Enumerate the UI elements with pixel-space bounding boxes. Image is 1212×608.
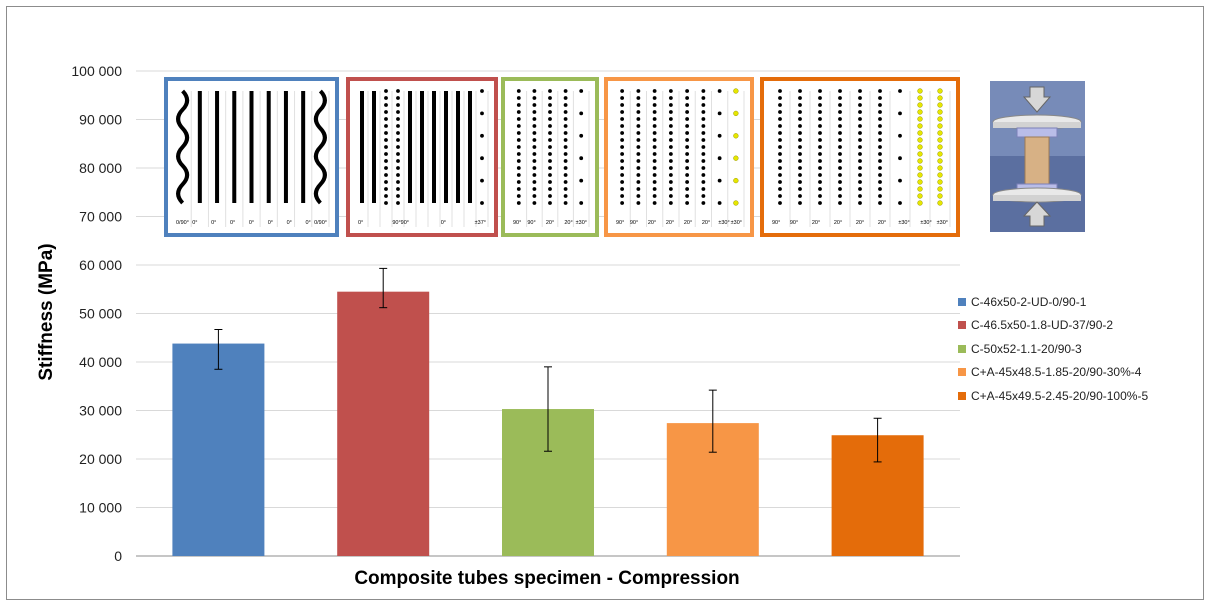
y-tick-label: 90 000 [79, 112, 122, 128]
ply-label: 20° [648, 220, 656, 226]
ply-label: 0° [211, 220, 216, 226]
ply-label: 90° [630, 220, 638, 226]
ply-label: ±30° [920, 220, 931, 226]
ply-label: 0° [249, 220, 254, 226]
y-tick-label: 0 [114, 548, 122, 564]
ply-label: 0° [287, 220, 292, 226]
layup-inset: 90° 90° 20° 20° 20° 20° ±30° ±30° ±30° [760, 77, 960, 237]
error-bars [214, 267, 882, 463]
legend-item: C-50x52-1.1-20/90-3 [958, 337, 1148, 361]
legend: C-46x50-2-UD-0/90-1 C-46.5x50-1.8-UD-37/9… [958, 290, 1148, 408]
y-tick-label: 60 000 [79, 257, 122, 273]
ply-label: 0/90° [176, 220, 189, 226]
ply-label: 20° [666, 220, 674, 226]
ply-label: 20° [702, 220, 710, 226]
y-tick-label: 100 000 [71, 63, 122, 79]
ply-label: ±30° [731, 220, 742, 226]
y-tick-label: 40 000 [79, 354, 122, 370]
bar [337, 291, 430, 556]
ply-label: 90° [790, 220, 798, 226]
ply-label: 0° [268, 220, 273, 226]
ply-label: 0° [305, 220, 310, 226]
legend-swatch [958, 368, 966, 377]
layup-inset: 0° 90°90° 0° ±37° [346, 77, 498, 237]
chart-frame [6, 6, 1204, 600]
legend-label: C-46x50-2-UD-0/90-1 [971, 294, 1087, 309]
layup-inset: 0/90° 0° 0° 0° 0° 0° 0° 0° 0/90° [164, 77, 339, 237]
layup-insets: 0/90° 0° 0° 0° 0° 0° 0° 0° 0/90° 0° 90°90° 0° ±37° 90… [164, 77, 960, 237]
ply-label: ±37° [475, 220, 486, 226]
legend-swatch [958, 344, 966, 353]
ply-label: 20° [564, 220, 572, 226]
ply-label: ±30° [718, 220, 729, 226]
compression-test-rig-icon [990, 81, 1085, 232]
y-tick-label: 30 000 [79, 403, 122, 419]
layup-inset: 90° 90° 20° 20° ±30° [501, 77, 599, 237]
legend-item: C-46x50-2-UD-0/90-1 [958, 290, 1148, 314]
y-axis-label: Stiffness (MPa) [36, 243, 57, 380]
y-tick-label: 20 000 [79, 451, 122, 467]
ply-label: 20° [546, 220, 554, 226]
ply-label: 90°90° [392, 220, 409, 226]
legend-swatch [958, 321, 966, 330]
ply-label: 0/90° [314, 220, 327, 226]
bar [172, 343, 265, 556]
y-tick-labels: 0 10 000 20 000 30 000 40 000 50 000 60 000 70 … [71, 63, 122, 564]
ply-label: 0° [358, 220, 363, 226]
ply-label: 20° [834, 220, 842, 226]
x-axis-label: Composite tubes specimen - Compression [354, 568, 739, 589]
ply-label: 0° [230, 220, 235, 226]
ply-label: 20° [684, 220, 692, 226]
legend-item: C+A-45x49.5-2.45-20/90-100%-5 [958, 384, 1148, 408]
ply-label: 0° [441, 220, 446, 226]
ply-label: ±30° [898, 220, 909, 226]
legend-label: C-46.5x50-1.8-UD-37/90-2 [971, 318, 1114, 333]
legend-item: C-46.5x50-1.8-UD-37/90-2 [958, 314, 1148, 338]
bars [172, 291, 924, 556]
ply-label: 90° [513, 220, 521, 226]
ply-label: 20° [878, 220, 886, 226]
legend-item: C+A-45x48.5-1.85-20/90-30%-4 [958, 361, 1148, 385]
legend-label: C-50x52-1.1-20/90-3 [971, 341, 1082, 356]
ply-label: 90° [527, 220, 535, 226]
ply-label: 20° [812, 220, 820, 226]
legend-label: C+A-45x48.5-1.85-20/90-30%-4 [971, 365, 1142, 380]
ply-label: ±30° [576, 220, 587, 226]
ply-label: ±30° [937, 220, 948, 226]
legend-label: C+A-45x49.5-2.45-20/90-100%-5 [971, 388, 1149, 403]
layup-inset: 90° 90° 20° 20° 20° 20° ±30° ±30° [604, 77, 754, 237]
ply-label: 90° [616, 220, 624, 226]
y-tick-label: 80 000 [79, 160, 122, 176]
ply-label: 20° [856, 220, 864, 226]
y-tick-label: 50 000 [79, 306, 122, 322]
y-tick-label: 10 000 [79, 500, 122, 516]
ply-label: 90° [772, 220, 780, 226]
legend-swatch [958, 297, 966, 306]
ply-label: 0° [192, 220, 197, 226]
y-tick-label: 70 000 [79, 209, 122, 225]
legend-swatch [958, 391, 966, 400]
